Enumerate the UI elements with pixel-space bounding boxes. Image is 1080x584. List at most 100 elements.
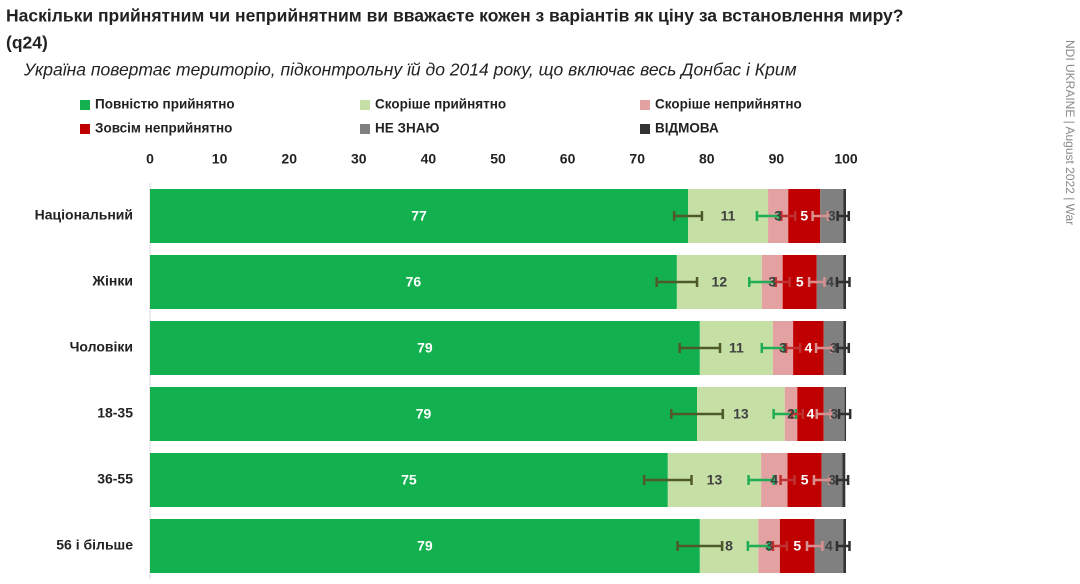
legend-swatch — [80, 124, 90, 134]
category-label: Національний — [35, 207, 133, 223]
chart-subtitle: Україна повертає територію, підконтрольн… — [23, 60, 797, 80]
error-bar — [771, 541, 789, 551]
x-tick-label: 0 — [146, 151, 154, 167]
category-label: 56 і більше — [56, 537, 133, 553]
legend-label: Скоріше неприйнятно — [655, 97, 802, 112]
x-tick-label: 100 — [834, 151, 858, 167]
data-label: 79 — [417, 538, 433, 554]
data-label: 4 — [826, 274, 834, 290]
error-bar — [746, 541, 770, 551]
data-label: 75 — [401, 472, 417, 488]
error-bar — [655, 277, 699, 287]
legend-swatch — [640, 124, 650, 134]
x-tick-label: 60 — [560, 151, 576, 167]
error-bar — [815, 409, 832, 419]
data-label: 3 — [828, 208, 836, 224]
category-label: Чоловіки — [70, 339, 133, 355]
data-label: 3 — [828, 472, 836, 488]
data-label: 11 — [721, 208, 736, 224]
data-label: 13 — [733, 406, 749, 422]
chart-title: Наскільки прийнятним чи неприйнятним ви … — [6, 6, 903, 26]
data-label: 79 — [416, 406, 432, 422]
data-label: 3 — [765, 538, 773, 554]
data-label: 2 — [787, 406, 795, 422]
x-tick-label: 30 — [351, 151, 367, 167]
bar-segment — [150, 321, 700, 375]
bar-segment — [150, 255, 677, 309]
data-label: 4 — [805, 340, 813, 356]
category-label: Жінки — [91, 273, 133, 289]
legend-swatch — [360, 100, 370, 110]
legend-label: Зовсім неприйнятно — [95, 121, 232, 136]
legend-swatch — [640, 100, 650, 110]
data-label: 5 — [796, 274, 804, 290]
x-tick-label: 70 — [629, 151, 645, 167]
bar-segment — [820, 189, 844, 243]
error-bar — [790, 409, 805, 419]
category-label: 36-55 — [97, 471, 133, 487]
error-bar — [676, 541, 724, 551]
bar-segment — [823, 321, 844, 375]
error-bar — [780, 211, 797, 221]
data-label: 5 — [801, 472, 809, 488]
error-bar — [835, 475, 850, 485]
error-bar — [779, 475, 796, 485]
data-label: 5 — [793, 538, 801, 554]
source-note: NDI UKRAINE | August 2022 | War — [1063, 40, 1077, 225]
error-bar — [784, 343, 802, 353]
error-bar — [835, 541, 851, 551]
error-bar — [811, 211, 830, 221]
data-label: 3 — [830, 406, 838, 422]
bar-segment — [150, 189, 689, 243]
data-label: 3 — [768, 274, 776, 290]
x-tick-label: 40 — [421, 151, 437, 167]
legend-swatch — [360, 124, 370, 134]
legend-swatch — [80, 100, 90, 110]
data-label: 3 — [774, 208, 782, 224]
error-bar — [748, 277, 776, 287]
bar-segment — [823, 387, 845, 441]
error-bar — [672, 211, 704, 221]
error-bar — [670, 409, 725, 419]
error-bar — [760, 343, 786, 353]
data-label: 4 — [807, 406, 815, 422]
x-tick-label: 20 — [281, 151, 297, 167]
data-label: 3 — [779, 340, 787, 356]
chart-title-line2: (q24) — [6, 33, 48, 53]
bar-segment — [821, 453, 843, 507]
data-label: 5 — [800, 208, 808, 224]
data-label: 11 — [729, 340, 744, 356]
error-bar — [805, 541, 824, 551]
data-label: 3 — [830, 340, 838, 356]
error-bar — [836, 211, 851, 221]
error-bar — [835, 277, 851, 287]
legend-label: НЕ ЗНАЮ — [375, 121, 439, 136]
error-bar — [814, 343, 833, 353]
x-tick-label: 50 — [490, 151, 506, 167]
category-label: 18-35 — [97, 405, 133, 421]
error-bar — [836, 343, 851, 353]
error-bar — [755, 211, 781, 221]
error-bar — [678, 343, 722, 353]
data-label: 4 — [825, 538, 833, 554]
bar-segment — [150, 519, 700, 573]
error-bar — [774, 277, 791, 287]
error-bar — [837, 409, 852, 419]
legend-label: Повністю прийнятно — [95, 97, 235, 112]
legend-label: Скоріше прийнятно — [375, 97, 506, 112]
error-bar — [747, 475, 775, 485]
bar-segment — [150, 453, 668, 507]
data-label: 77 — [411, 208, 427, 224]
data-label: 79 — [417, 340, 433, 356]
bar-segment — [150, 387, 698, 441]
error-bar — [807, 277, 826, 287]
data-label: 13 — [707, 472, 723, 488]
data-label: 4 — [770, 472, 778, 488]
x-tick-label: 10 — [212, 151, 228, 167]
error-bar — [642, 475, 693, 485]
x-tick-label: 90 — [769, 151, 785, 167]
error-bar — [812, 475, 831, 485]
data-label: 76 — [406, 274, 422, 290]
legend-label: ВІДМОВА — [655, 121, 719, 136]
